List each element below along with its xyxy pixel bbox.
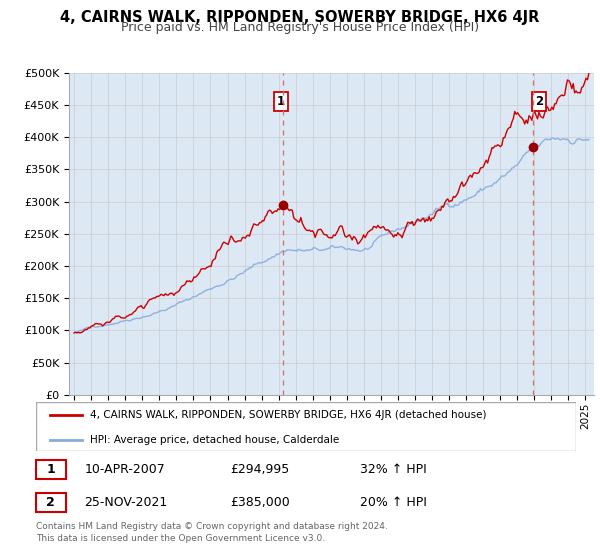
Text: 1: 1	[46, 463, 55, 475]
Text: 32% ↑ HPI: 32% ↑ HPI	[360, 463, 427, 475]
Text: 2: 2	[535, 95, 544, 108]
Text: 20% ↑ HPI: 20% ↑ HPI	[360, 496, 427, 509]
FancyBboxPatch shape	[36, 460, 66, 479]
Text: 25-NOV-2021: 25-NOV-2021	[85, 496, 168, 509]
Text: £385,000: £385,000	[230, 496, 290, 509]
Text: 4, CAIRNS WALK, RIPPONDEN, SOWERBY BRIDGE, HX6 4JR: 4, CAIRNS WALK, RIPPONDEN, SOWERBY BRIDG…	[61, 10, 539, 25]
Text: £294,995: £294,995	[230, 463, 290, 475]
Text: Price paid vs. HM Land Registry's House Price Index (HPI): Price paid vs. HM Land Registry's House …	[121, 21, 479, 34]
Text: 2: 2	[46, 496, 55, 509]
Text: Contains HM Land Registry data © Crown copyright and database right 2024.
This d: Contains HM Land Registry data © Crown c…	[36, 522, 388, 543]
Text: 1: 1	[277, 95, 285, 108]
Text: 4, CAIRNS WALK, RIPPONDEN, SOWERBY BRIDGE, HX6 4JR (detached house): 4, CAIRNS WALK, RIPPONDEN, SOWERBY BRIDG…	[90, 410, 487, 420]
Text: 10-APR-2007: 10-APR-2007	[85, 463, 166, 475]
FancyBboxPatch shape	[36, 493, 66, 512]
Text: HPI: Average price, detached house, Calderdale: HPI: Average price, detached house, Cald…	[90, 435, 339, 445]
